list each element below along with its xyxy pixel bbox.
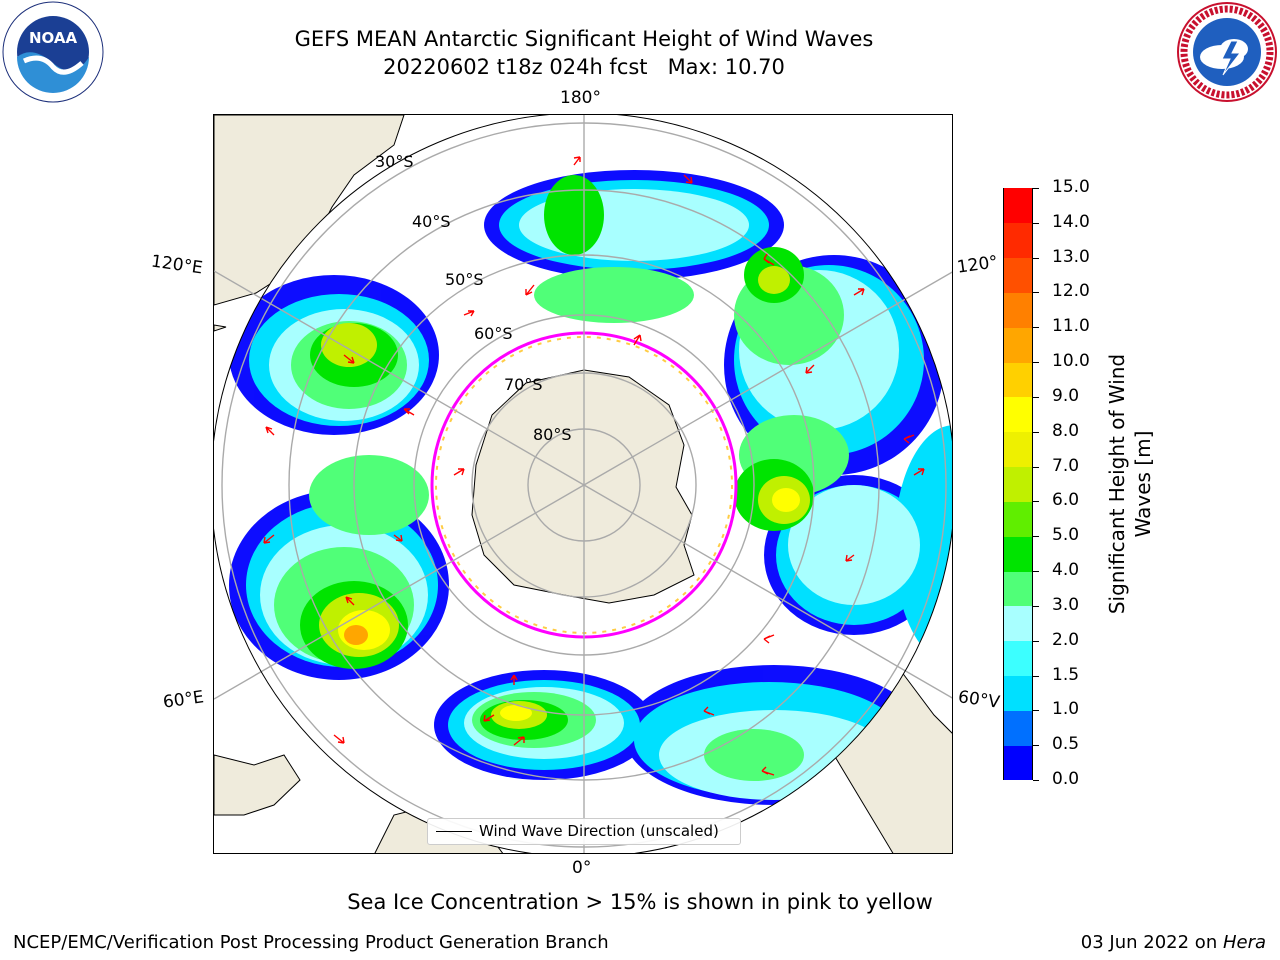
lon-label-60e: 60°E <box>161 687 206 713</box>
lon-label-120e: 120°E <box>149 251 204 279</box>
colorbar-band <box>1004 257 1032 293</box>
colorbar-title-line2: Waves [m] <box>1131 430 1155 538</box>
colorbar <box>1003 188 1033 781</box>
colorbar-tick <box>1033 431 1039 433</box>
colorbar-tick-label: 12.0 <box>1052 281 1090 302</box>
colorbar-band <box>1004 745 1032 781</box>
colorbar-tick <box>1033 745 1039 747</box>
colorbar-band <box>1004 536 1032 572</box>
colorbar-band <box>1004 675 1032 711</box>
colorbar-tick-label: 1.0 <box>1052 699 1080 720</box>
colorbar-band <box>1004 396 1032 433</box>
colorbar-tick-label: 0.0 <box>1052 769 1080 789</box>
lon-label-120w: 120° <box>955 252 1000 278</box>
colorbar-band <box>1004 222 1032 259</box>
colorbar-tick-label: 13.0 <box>1052 246 1090 267</box>
colorbar-tick-label: 1.5 <box>1052 664 1080 685</box>
colorbar-tick-label: 14.0 <box>1052 211 1090 232</box>
colorbar-band <box>1004 466 1032 502</box>
colorbar-tick-label: 9.0 <box>1052 385 1080 406</box>
map-panel <box>213 114 953 854</box>
colorbar-tick-label: 6.0 <box>1052 490 1080 511</box>
colorbar-band <box>1004 640 1032 677</box>
colorbar-band <box>1004 327 1032 363</box>
colorbar-title-line1: Significant Height of Wind <box>1105 353 1129 615</box>
colorbar-tick <box>1033 222 1039 224</box>
colorbar-band <box>1004 571 1032 607</box>
colorbar-tick-label: 2.0 <box>1052 629 1080 650</box>
colorbar-tick-label: 3.0 <box>1052 594 1080 615</box>
colorbar-tick-label: 4.0 <box>1052 560 1080 581</box>
lon-label-60w: 60°V <box>956 687 1001 713</box>
map-subtitle: 20220602 t18z 024h fcst Max: 10.70 <box>383 55 785 79</box>
colorbar-tick <box>1033 780 1039 781</box>
colorbar-tick-label: 10.0 <box>1052 351 1090 372</box>
graticule <box>214 115 952 853</box>
colorbar-band <box>1004 605 1032 642</box>
colorbar-tick <box>1033 257 1039 259</box>
colorbar-title: Significant Height of Wind Waves [m] <box>1104 304 1160 664</box>
colorbar-tick <box>1033 536 1039 538</box>
lat-label-50s: 50°S <box>445 270 484 289</box>
colorbar-band <box>1004 710 1032 746</box>
colorbar-tick <box>1033 571 1039 573</box>
colorbar-band <box>1004 501 1032 537</box>
colorbar-tick <box>1033 466 1039 468</box>
map-canvas <box>214 115 952 853</box>
nws-logo <box>1177 2 1277 102</box>
legend-line-swatch <box>436 831 472 832</box>
colorbar-tick <box>1033 501 1039 503</box>
colorbar-tick <box>1033 605 1039 607</box>
colorbar-tick <box>1033 396 1039 398</box>
lat-label-70s: 70°S <box>504 375 543 394</box>
lat-label-30s: 30°S <box>375 152 414 171</box>
colorbar-band <box>1004 292 1032 328</box>
colorbar-tick-label: 11.0 <box>1052 316 1090 337</box>
footer-machine: Hera <box>1222 932 1266 953</box>
legend-label: Wind Wave Direction (unscaled) <box>479 822 719 840</box>
sea-ice-note: Sea Ice Concentration > 15% is shown in … <box>347 890 933 914</box>
colorbar-tick <box>1033 675 1039 677</box>
lon-label-180: 180° <box>560 88 601 108</box>
noaa-logo: NOAA <box>2 1 104 103</box>
colorbar-tick-label: 8.0 <box>1052 420 1080 441</box>
colorbar-tick <box>1033 292 1039 294</box>
wave-orange <box>344 625 368 645</box>
colorbar-tick-label: 0.5 <box>1052 734 1080 755</box>
lat-label-40s: 40°S <box>412 212 451 231</box>
colorbar-tick <box>1033 710 1039 712</box>
wind-wave-arrows <box>263 156 925 776</box>
footer-date: 03 Jun 2022 on Hera <box>1081 932 1266 953</box>
lat-label-60s: 60°S <box>474 324 513 343</box>
colorbar-tick <box>1033 640 1039 642</box>
map-legend: Wind Wave Direction (unscaled) <box>427 818 741 845</box>
svg-text:NOAA: NOAA <box>29 29 78 47</box>
colorbar-band <box>1004 431 1032 468</box>
lat-label-80s: 80°S <box>533 425 572 444</box>
lon-label-0: 0° <box>572 858 592 878</box>
colorbar-tick-label: 5.0 <box>1052 525 1080 546</box>
map-title: GEFS MEAN Antarctic Significant Height o… <box>294 27 874 51</box>
colorbar-tick-label: 15.0 <box>1052 177 1090 197</box>
colorbar-tick <box>1033 327 1039 329</box>
colorbar-tick <box>1033 188 1039 189</box>
colorbar-band <box>1004 362 1032 398</box>
antarctica <box>471 369 695 604</box>
colorbar-band <box>1004 188 1032 224</box>
footer-branch: NCEP/EMC/Verification Post Processing Pr… <box>13 932 609 953</box>
colorbar-tick-label: 7.0 <box>1052 455 1080 476</box>
footer-date-text: 03 Jun 2022 on <box>1080 932 1223 953</box>
colorbar-tick <box>1033 362 1039 364</box>
